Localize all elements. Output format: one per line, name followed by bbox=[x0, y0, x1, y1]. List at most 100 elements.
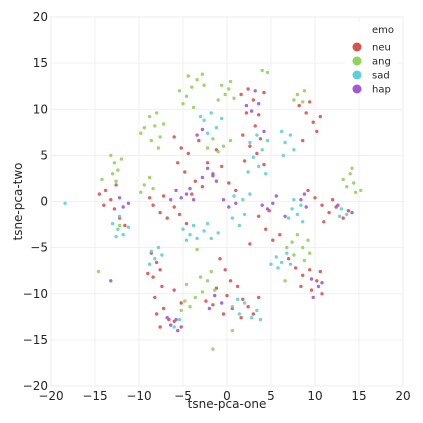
point-neu bbox=[257, 295, 261, 300]
point-neu bbox=[320, 292, 324, 296]
point-ang bbox=[285, 245, 289, 250]
point-ang bbox=[283, 279, 287, 283]
point-sad bbox=[281, 153, 285, 158]
y-tick-label: −15 bbox=[23, 333, 48, 347]
point-hap bbox=[200, 175, 205, 180]
point-ang bbox=[216, 98, 220, 102]
point-hap bbox=[244, 103, 249, 108]
point-ang bbox=[295, 92, 300, 97]
point-neu bbox=[301, 273, 305, 277]
point-hap bbox=[109, 279, 113, 283]
point-sad bbox=[345, 212, 349, 217]
point-sad bbox=[274, 255, 278, 259]
point-sad bbox=[255, 308, 259, 313]
point-neu bbox=[246, 305, 250, 309]
point-hap bbox=[207, 306, 212, 311]
point-ang bbox=[306, 238, 310, 242]
point-hap bbox=[309, 277, 314, 281]
point-ang bbox=[151, 186, 155, 191]
point-neu bbox=[114, 183, 118, 187]
point-neu bbox=[301, 138, 305, 143]
point-neu bbox=[248, 242, 252, 246]
point-hap bbox=[179, 325, 183, 329]
point-ang bbox=[345, 185, 349, 189]
point-ang bbox=[352, 181, 356, 185]
point-neu bbox=[154, 312, 159, 316]
point-neu bbox=[172, 288, 176, 292]
point-sad bbox=[110, 221, 115, 226]
point-ang bbox=[292, 98, 296, 102]
point-neu bbox=[165, 216, 169, 220]
point-ang bbox=[114, 179, 118, 183]
y-tick-label: 10 bbox=[33, 102, 48, 116]
y-tick-label: 20 bbox=[33, 10, 48, 24]
point-sad bbox=[242, 212, 247, 217]
point-hap bbox=[260, 203, 264, 207]
point-neu bbox=[330, 198, 335, 202]
point-hap bbox=[320, 281, 324, 285]
legend-marker-hap bbox=[352, 84, 362, 94]
point-neu bbox=[172, 135, 176, 139]
point-neu bbox=[179, 301, 183, 305]
point-ang bbox=[117, 223, 122, 228]
point-ang bbox=[193, 295, 197, 300]
point-sad bbox=[205, 131, 210, 135]
point-ang bbox=[301, 100, 305, 104]
point-hap bbox=[174, 188, 178, 193]
legend-label-sad: sad bbox=[372, 71, 390, 82]
point-hap bbox=[205, 166, 210, 170]
point-hap bbox=[165, 316, 169, 320]
point-sad bbox=[177, 317, 182, 322]
point-neu bbox=[204, 299, 208, 303]
point-ang bbox=[223, 92, 227, 97]
point-neu bbox=[160, 284, 164, 289]
point-neu bbox=[297, 103, 301, 108]
point-hap bbox=[121, 205, 125, 209]
point-neu bbox=[309, 288, 314, 292]
legend-title: emo bbox=[372, 25, 394, 36]
point-hap bbox=[179, 196, 183, 200]
point-neu bbox=[318, 114, 322, 119]
point-ang bbox=[301, 245, 305, 250]
point-ang bbox=[202, 83, 206, 88]
point-neu bbox=[218, 257, 222, 261]
point-neu bbox=[97, 192, 102, 196]
point-neu bbox=[183, 170, 187, 174]
point-ang bbox=[216, 150, 220, 154]
point-sad bbox=[153, 257, 157, 261]
point-ang bbox=[184, 94, 189, 99]
point-sad bbox=[181, 227, 185, 231]
point-sad bbox=[220, 116, 224, 121]
legend-label-hap: hap bbox=[372, 85, 391, 96]
point-neu bbox=[151, 275, 155, 279]
point-sad bbox=[286, 216, 291, 220]
point-hap bbox=[195, 133, 199, 137]
point-neu bbox=[320, 203, 324, 207]
x-axis-label: tsne-pca-one bbox=[188, 397, 267, 411]
point-neu bbox=[151, 203, 155, 207]
point-sad bbox=[149, 249, 153, 253]
point-sad bbox=[205, 221, 210, 226]
point-neu bbox=[147, 196, 152, 200]
point-hap bbox=[169, 323, 173, 327]
point-ang bbox=[183, 299, 187, 303]
point-ang bbox=[227, 87, 231, 91]
point-sad bbox=[121, 233, 125, 237]
point-sad bbox=[292, 148, 296, 152]
point-neu bbox=[228, 279, 233, 283]
point-neu bbox=[315, 279, 319, 283]
point-hap bbox=[184, 192, 189, 196]
point-sad bbox=[172, 325, 176, 329]
legend-items: neu ang sad hap bbox=[352, 42, 391, 96]
point-neu bbox=[205, 161, 210, 165]
x-tick-label: −5 bbox=[174, 389, 192, 403]
point-neu bbox=[322, 220, 326, 224]
point-ang bbox=[184, 282, 189, 287]
point-ang bbox=[156, 146, 161, 150]
point-neu bbox=[161, 306, 166, 311]
point-ang bbox=[181, 102, 185, 106]
point-neu bbox=[184, 221, 189, 226]
point-sad bbox=[184, 238, 189, 242]
point-ang bbox=[211, 347, 215, 351]
